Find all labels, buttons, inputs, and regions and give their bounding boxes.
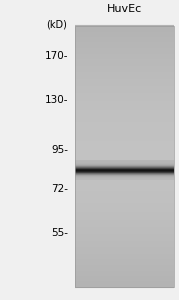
Text: 130-: 130-	[45, 95, 68, 105]
Text: 72-: 72-	[51, 184, 68, 194]
Text: 95-: 95-	[51, 146, 68, 155]
Text: 170-: 170-	[45, 50, 68, 61]
Text: (kD): (kD)	[46, 20, 67, 30]
Text: HuvEc: HuvEc	[107, 4, 142, 14]
Text: 55-: 55-	[51, 228, 68, 239]
